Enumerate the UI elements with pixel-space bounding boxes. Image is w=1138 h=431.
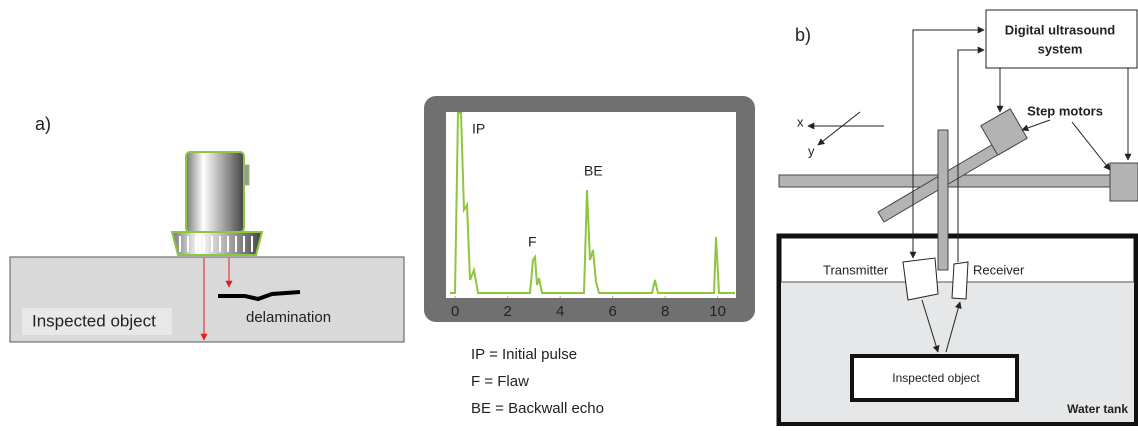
x-tick-label: 8 <box>661 303 669 320</box>
connector <box>244 165 249 185</box>
object-label: Inspected object <box>892 371 980 385</box>
tank-label: Water tank <box>1067 402 1128 416</box>
motor <box>1110 163 1138 201</box>
pointer <box>1072 122 1110 170</box>
pointer <box>1022 120 1050 130</box>
panel-label: b) <box>795 25 811 45</box>
y-axis <box>818 112 860 145</box>
transducer-base <box>172 232 262 255</box>
panel-label: a) <box>35 114 51 134</box>
axis-label: x <box>797 114 804 129</box>
figure: a) Inspected object delamination IP F BE… <box>0 0 1138 426</box>
transmitter-label: Transmitter <box>823 262 889 277</box>
object-label: Inspected object <box>32 311 156 330</box>
legend-item: BE = Backwall echo <box>471 400 604 417</box>
screen <box>446 112 736 298</box>
x-tick-label: 4 <box>556 303 564 320</box>
receiver <box>952 262 968 299</box>
transducer-body <box>186 152 244 232</box>
x-tick-label: 0 <box>451 303 459 320</box>
wire <box>913 30 984 65</box>
peak-label: F <box>528 234 537 250</box>
motors-label: Step motors <box>1027 103 1103 118</box>
peak-label: IP <box>472 121 485 137</box>
system-label: Digital ultrasound <box>1005 22 1116 37</box>
rod <box>938 130 948 270</box>
defect-label: delamination <box>246 309 331 326</box>
legend-item: F = Flaw <box>471 373 529 390</box>
x-tick-label: 2 <box>504 303 512 320</box>
a-scan: IP F BE 0 2 4 6 8 10 <box>424 96 755 322</box>
axis-label: y <box>808 143 815 158</box>
legend-item: IP = Initial pulse <box>471 346 577 363</box>
peak-label: BE <box>584 163 603 179</box>
panel-b: b) Digital ultrasound system Step motors… <box>779 10 1138 424</box>
transmitter <box>903 258 938 300</box>
system-label: system <box>1038 41 1083 56</box>
system-box <box>986 10 1137 68</box>
panel-a: a) Inspected object delamination <box>10 114 404 342</box>
x-tick-label: 10 <box>709 303 726 320</box>
receiver-label: Receiver <box>973 262 1025 277</box>
x-tick-label: 6 <box>608 303 616 320</box>
